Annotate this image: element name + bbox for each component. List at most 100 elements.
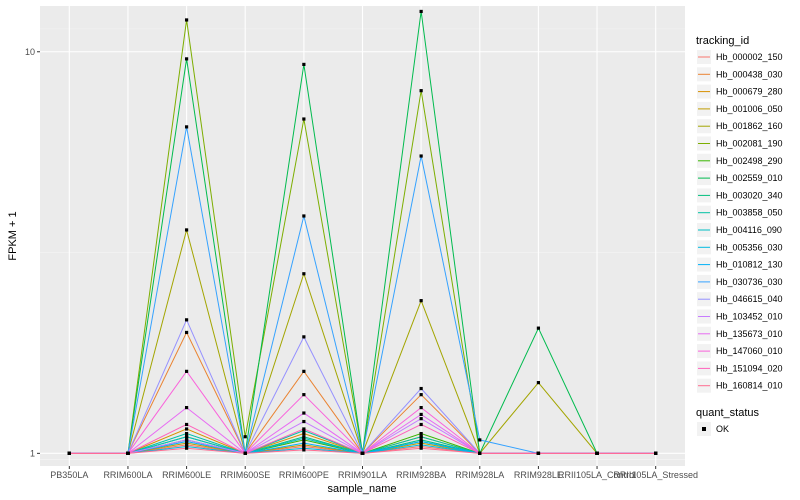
y-tick-label-0: 1 xyxy=(30,448,35,458)
data-point-Hb_135673_010-4 xyxy=(302,411,306,415)
legend-label-4: Hb_001862_160 xyxy=(716,121,783,131)
data-point-Hb_005356_030-2 xyxy=(184,444,189,449)
data-point-Hb_160814_010-7 xyxy=(478,451,482,455)
data-point-Hb_160814_010-10 xyxy=(654,451,658,455)
x-tick-label-6: RRIM928BA xyxy=(396,470,446,480)
data-point-Hb_103452_010-2 xyxy=(184,438,189,442)
data-point-Hb_005356_030-6 xyxy=(419,443,423,447)
data-point-Hb_000002_150-6 xyxy=(419,444,423,449)
legend-label-9: Hb_003858_050 xyxy=(716,208,783,218)
legend-label-18: Hb_151094_020 xyxy=(716,363,783,373)
data-point-Hb_160814_010-2 xyxy=(184,446,189,450)
data-point-Hb_000438_030-4 xyxy=(302,369,306,373)
data-point-Hb_030736_030-2 xyxy=(184,125,189,129)
data-points xyxy=(67,9,658,455)
data-point-Hb_001006_050-6 xyxy=(419,441,423,445)
data-point-Hb_160814_010-8 xyxy=(536,451,541,455)
x-tick-label-0: PB350LA xyxy=(50,470,88,480)
data-point-Hb_151094_020-2 xyxy=(184,422,189,427)
data-point-Hb_010812_130-4 xyxy=(302,441,306,445)
data-point-Hb_160814_010-3 xyxy=(243,451,247,455)
data-point-Hb_002498_290-4 xyxy=(302,438,306,442)
x-axis-title: sample_name xyxy=(327,483,396,495)
x-tick-label-3: RRIM600SE xyxy=(220,470,270,480)
x-tick-label-9: RRII105LA_Control xyxy=(558,470,636,480)
legend-label-7: Hb_002559_010 xyxy=(716,173,783,183)
y-axis-title: FPKM + 1 xyxy=(7,211,19,260)
data-point-Hb_147060_010-4 xyxy=(302,393,306,397)
data-point-Hb_103452_010-6 xyxy=(419,417,423,421)
legend-label-2: Hb_000679_280 xyxy=(716,87,783,97)
legend-label-3: Hb_001006_050 xyxy=(716,104,783,114)
legend-label-16: Hb_135673_010 xyxy=(716,329,783,339)
legend-label-11: Hb_005356_030 xyxy=(716,242,783,252)
data-point-Hb_002559_010-8 xyxy=(536,326,541,330)
data-point-Hb_002559_010-6 xyxy=(419,9,423,14)
data-point-Hb_005356_030-4 xyxy=(302,446,306,450)
data-point-Hb_147060_010-2 xyxy=(184,369,189,373)
data-point-Hb_046615_040-2 xyxy=(184,318,189,322)
data-point-Hb_002559_010-2 xyxy=(184,57,189,61)
data-point-Hb_030736_030-6 xyxy=(419,154,423,158)
axes: 1 10 PB350LA RRIM600LA RRIM600LE RRIM600SE RRI… xyxy=(25,47,698,480)
legend-label-1: Hb_000438_030 xyxy=(716,69,783,79)
data-point-Hb_046615_040-6 xyxy=(419,386,423,391)
legend-label-5: Hb_002081_190 xyxy=(716,139,783,149)
data-point-Hb_010812_130-6 xyxy=(419,439,423,444)
legend-label-0: Hb_000002_150 xyxy=(716,52,783,62)
legend-label-12: Hb_010812_130 xyxy=(716,260,783,270)
data-point-Hb_160814_010-4 xyxy=(302,448,306,452)
data-point-Hb_002081_190-3 xyxy=(243,435,247,439)
data-point-Hb_002498_290-6 xyxy=(419,431,423,436)
data-point-Hb_046615_040-4 xyxy=(302,335,306,339)
y-tick-label-1: 10 xyxy=(25,47,35,57)
x-tick-label-7: RRIM928LA xyxy=(455,470,504,480)
data-point-Hb_000679_280-4 xyxy=(302,431,306,436)
legend-quant-status-marker xyxy=(702,427,706,431)
data-point-Hb_135673_010-2 xyxy=(184,405,189,410)
x-tick-label-1: RRIM600LA xyxy=(103,470,152,480)
data-point-Hb_001006_050-2 xyxy=(184,441,189,445)
x-tick-label-2: RRIM600LE xyxy=(162,470,211,480)
data-point-Hb_000679_280-2 xyxy=(184,427,189,431)
data-point-Hb_004116_090-2 xyxy=(184,435,189,439)
data-point-Hb_160814_010-6 xyxy=(419,446,423,450)
grid-layer xyxy=(40,6,685,466)
data-point-Hb_000438_030-2 xyxy=(184,330,189,335)
data-point-Hb_002081_190-6 xyxy=(419,89,423,93)
data-point-Hb_010812_130-2 xyxy=(184,439,189,444)
legend-quant-status-label: OK xyxy=(716,424,729,434)
data-point-Hb_000002_150-2 xyxy=(184,443,189,447)
data-point-Hb_003020_340-6 xyxy=(419,438,423,442)
data-point-Hb_002081_190-2 xyxy=(184,18,189,22)
data-point-Hb_103452_010-4 xyxy=(302,419,306,424)
data-point-Hb_001862_160-8 xyxy=(536,381,541,385)
legend-label-19: Hb_160814_010 xyxy=(716,381,783,391)
data-point-Hb_001862_160-2 xyxy=(184,228,189,232)
legend: tracking_id quant_status OK Hb_000002_15… xyxy=(696,35,783,436)
data-point-Hb_001006_050-4 xyxy=(302,443,306,447)
legend-label-6: Hb_002498_290 xyxy=(716,156,783,166)
data-point-Hb_004116_090-4 xyxy=(302,436,306,440)
data-point-Hb_147060_010-6 xyxy=(419,405,423,410)
data-point-Hb_003858_050-6 xyxy=(419,435,423,439)
legend-label-8: Hb_003020_340 xyxy=(716,190,783,200)
legend-label-10: Hb_004116_090 xyxy=(716,225,782,235)
data-point-Hb_000438_030-6 xyxy=(419,393,423,397)
x-tick-label-8: RRIM928LE xyxy=(514,470,563,480)
data-point-Hb_151094_020-6 xyxy=(419,422,423,427)
data-point-Hb_160814_010-5 xyxy=(360,451,365,455)
x-tick-label-10: RRII105LA_Stressed xyxy=(613,470,698,480)
data-point-Hb_000002_150-4 xyxy=(302,444,306,449)
data-point-Hb_030736_030-4 xyxy=(302,214,306,218)
legend-label-15: Hb_103452_010 xyxy=(716,312,783,322)
legend-label-14: Hb_046615_040 xyxy=(716,294,783,304)
data-point-Hb_002081_190-4 xyxy=(302,117,306,121)
data-point-Hb_002559_010-4 xyxy=(302,62,306,67)
data-point-Hb_151094_020-4 xyxy=(302,427,306,431)
data-point-Hb_003858_050-2 xyxy=(184,431,189,436)
data-point-Hb_001862_160-6 xyxy=(419,299,423,303)
data-point-Hb_160814_010-9 xyxy=(595,451,599,455)
